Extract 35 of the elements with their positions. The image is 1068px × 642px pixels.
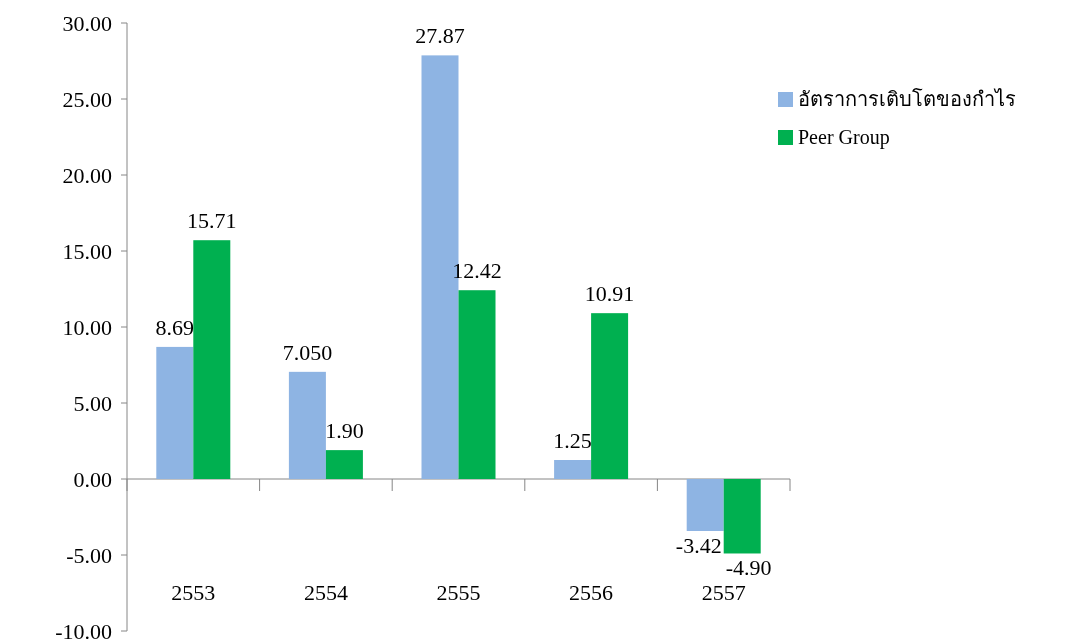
data-label: -4.90 — [725, 555, 772, 581]
y-tick-label: 5.00 — [73, 391, 112, 416]
y-tick-label: -5.00 — [66, 543, 112, 568]
bar — [458, 290, 496, 479]
data-label: 8.69 — [155, 314, 195, 340]
data-label: 10.91 — [584, 281, 635, 307]
bar — [156, 346, 194, 479]
legend-label: Peer Group — [798, 126, 890, 149]
y-tick-label: -10.00 — [55, 619, 112, 642]
y-tick-label: 15.00 — [62, 239, 112, 264]
bar — [325, 450, 363, 479]
data-label: -3.42 — [675, 532, 722, 558]
x-tick-label: 2554 — [303, 580, 348, 605]
bar — [288, 371, 326, 479]
x-tick-label: 2553 — [171, 580, 216, 605]
data-label: 1.25 — [553, 428, 592, 453]
data-label: 27.87 — [415, 23, 465, 49]
data-label: 1.90 — [325, 418, 364, 444]
legend-label: อัตราการเติบโตของกำไร — [798, 88, 1016, 110]
data-label: 12.42 — [452, 258, 502, 284]
bar — [554, 460, 592, 479]
x-tick-label: 2556 — [569, 580, 614, 605]
y-tick-label: 10.00 — [62, 315, 112, 340]
bar — [686, 479, 724, 531]
y-tick-label: 30.00 — [62, 11, 112, 36]
bar — [193, 240, 231, 479]
y-tick-label: 20.00 — [62, 163, 112, 188]
bar — [591, 313, 629, 479]
x-tick-label: 2555 — [436, 580, 481, 605]
bar — [723, 479, 761, 554]
y-tick-label: 25.00 — [62, 87, 112, 112]
data-label: 7.050 — [282, 339, 333, 365]
y-tick-label: 0.00 — [73, 467, 112, 492]
data-label: 15.71 — [187, 208, 237, 234]
x-tick-label: 2557 — [701, 580, 746, 605]
